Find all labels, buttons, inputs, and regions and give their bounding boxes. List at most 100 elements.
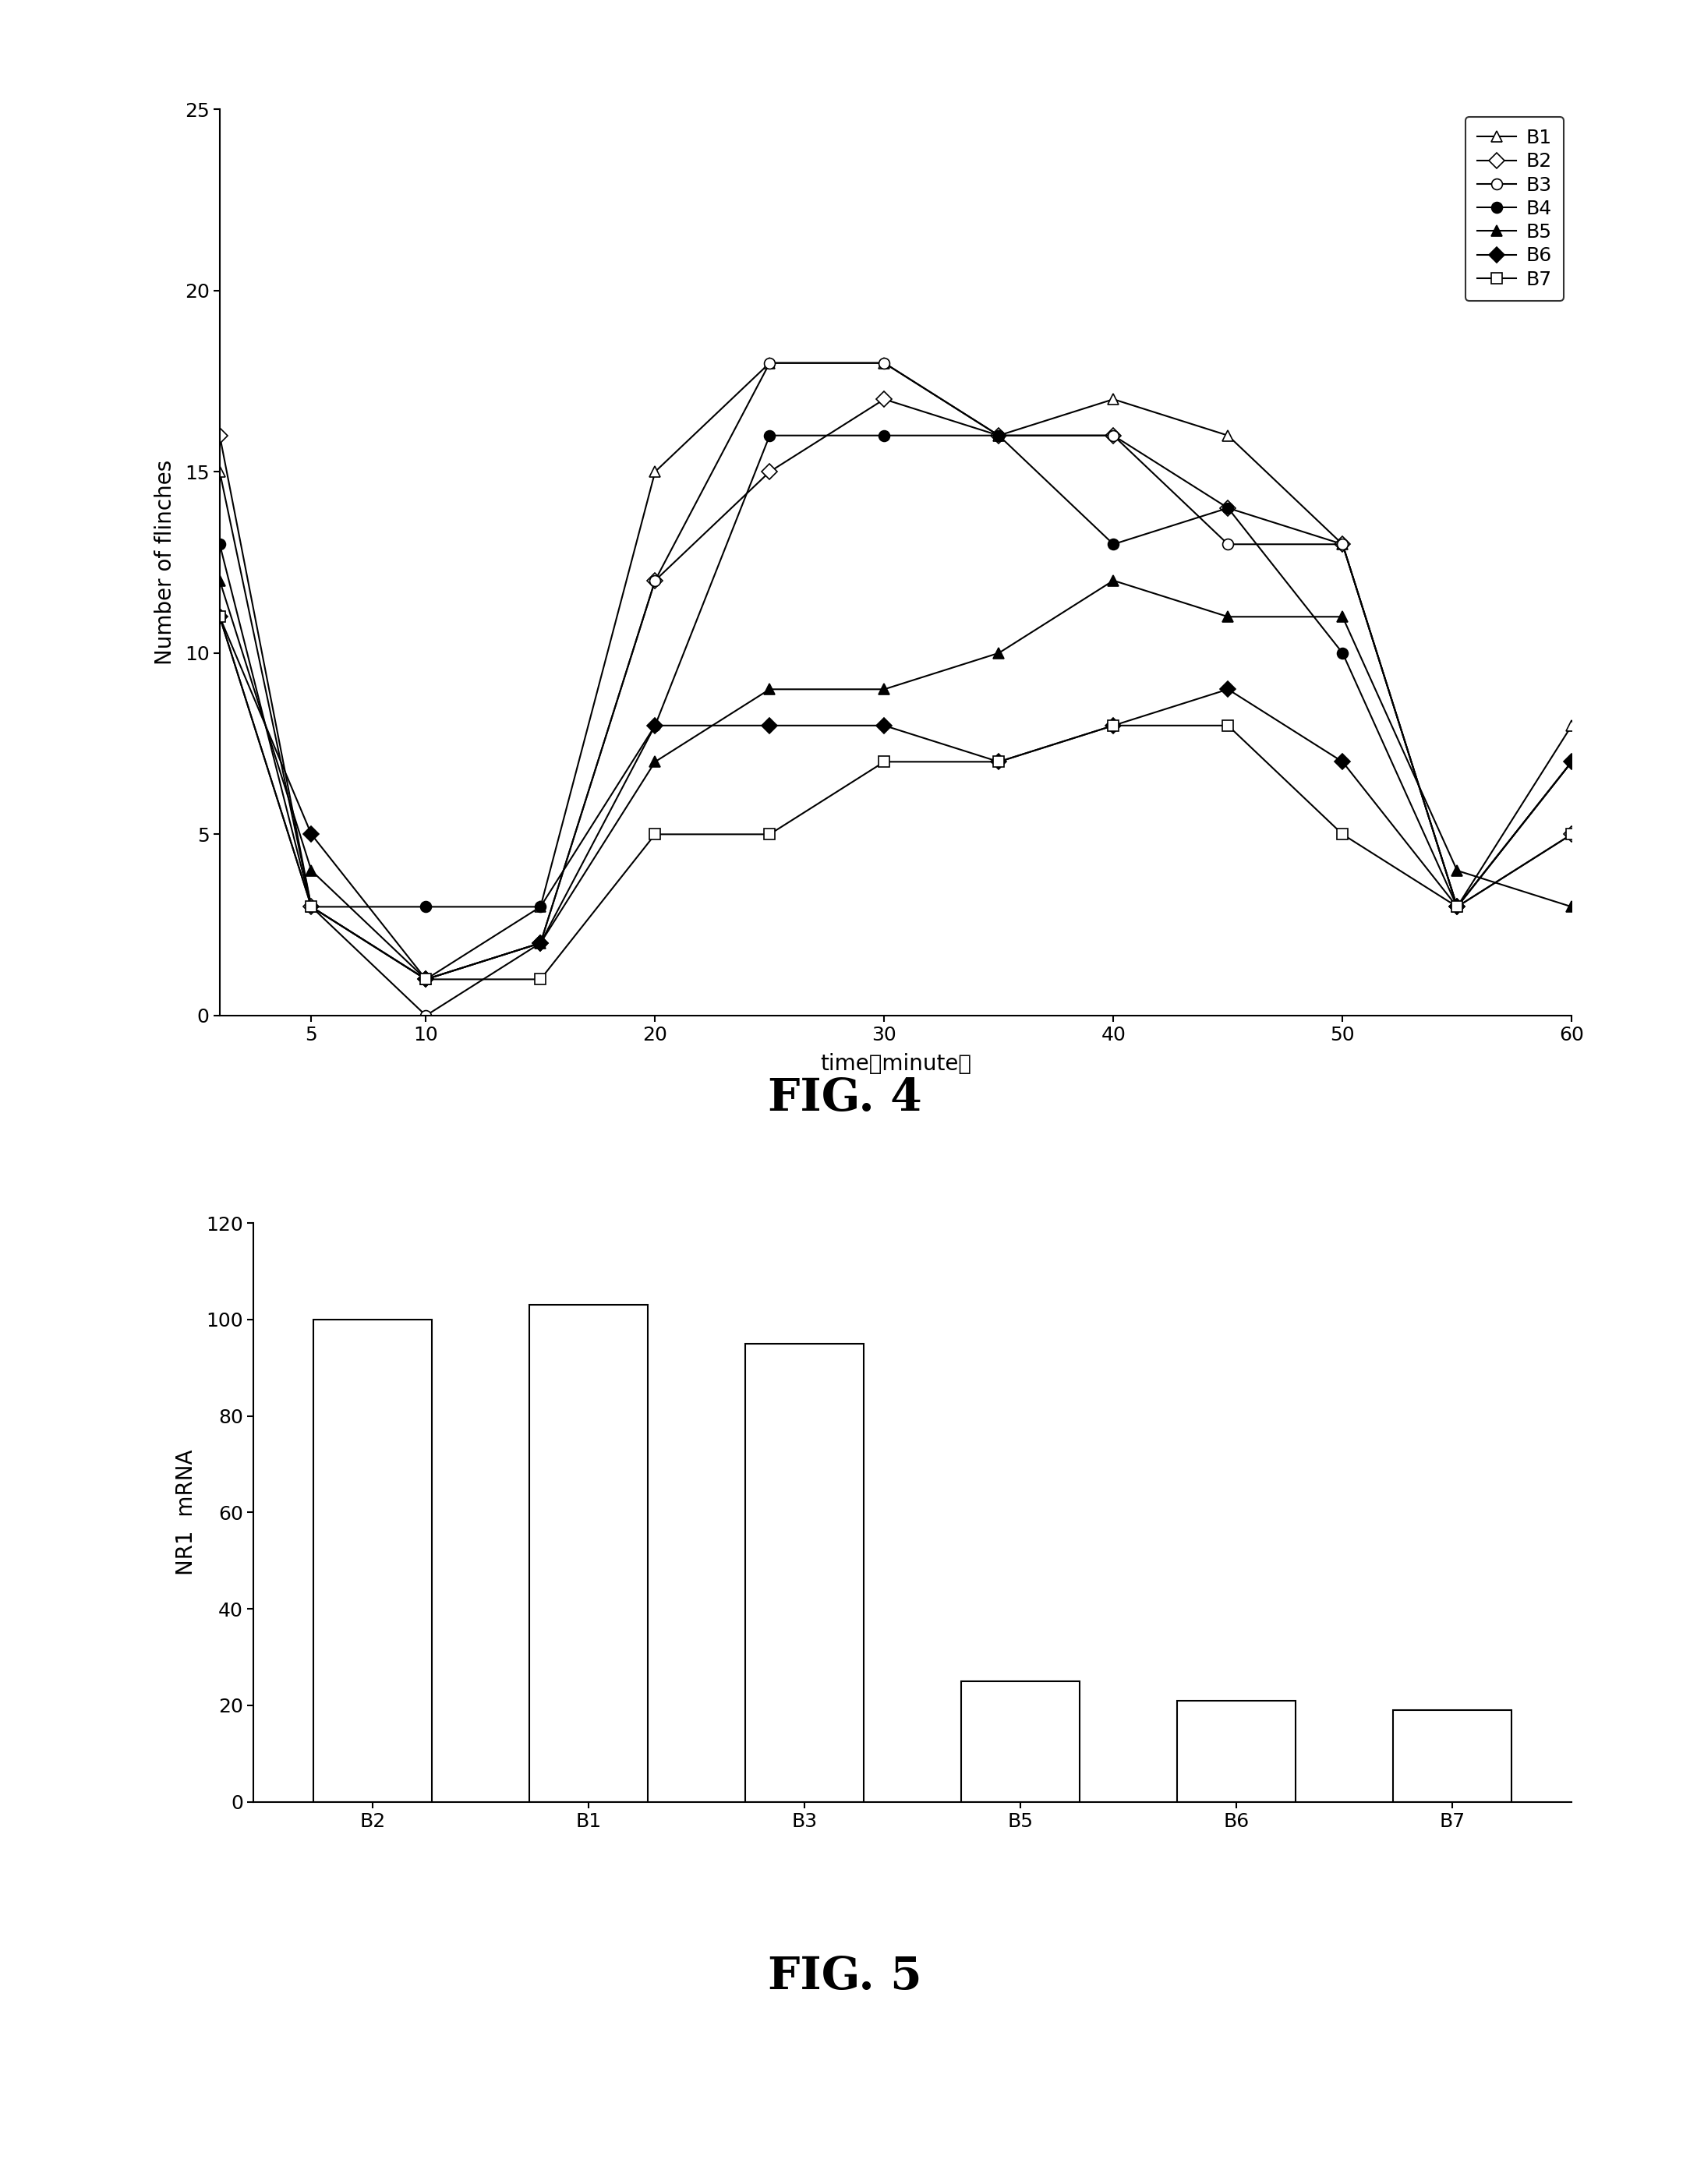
B7 xyxy=(1104,712,1124,738)
B3 xyxy=(531,930,551,957)
B6 xyxy=(874,712,894,738)
B4 xyxy=(874,422,894,448)
B3 xyxy=(646,568,666,594)
B7 xyxy=(759,821,779,847)
B6 xyxy=(759,712,779,738)
Line: B3: B3 xyxy=(215,358,1577,1020)
B5 xyxy=(1447,858,1467,885)
B4 xyxy=(1104,531,1124,557)
B6 xyxy=(416,965,436,992)
Y-axis label: NR1  mRNA: NR1 mRNA xyxy=(176,1450,198,1575)
B1 xyxy=(1332,531,1352,557)
B5 xyxy=(1562,893,1582,919)
B7 xyxy=(416,965,436,992)
Line: B6: B6 xyxy=(215,612,1577,985)
B3 xyxy=(1562,749,1582,775)
B4 xyxy=(1332,640,1352,666)
B3 xyxy=(1447,893,1467,919)
B5 xyxy=(989,640,1009,666)
B4 xyxy=(301,893,321,919)
B2 xyxy=(1562,821,1582,847)
Line: B2: B2 xyxy=(215,393,1577,985)
Bar xyxy=(745,1343,864,1802)
B4 xyxy=(1562,749,1582,775)
Bar xyxy=(313,1319,433,1802)
B2 xyxy=(1332,531,1352,557)
B7 xyxy=(874,749,894,775)
B1 xyxy=(646,459,666,485)
B7 xyxy=(210,603,230,629)
B5 xyxy=(416,965,436,992)
B2 xyxy=(874,387,894,413)
B3 xyxy=(416,1002,436,1029)
Text: FIG. 5: FIG. 5 xyxy=(767,1955,923,1998)
B3 xyxy=(1104,422,1124,448)
B6 xyxy=(989,749,1009,775)
B4 xyxy=(210,531,230,557)
B5 xyxy=(646,749,666,775)
B7 xyxy=(1562,821,1582,847)
Legend: B1, B2, B3, B4, B5, B6, B7: B1, B2, B3, B4, B5, B6, B7 xyxy=(1465,118,1563,301)
B7 xyxy=(646,821,666,847)
B6 xyxy=(1447,893,1467,919)
B1 xyxy=(301,893,321,919)
B4 xyxy=(1218,496,1239,522)
B2 xyxy=(646,568,666,594)
B5 xyxy=(1332,603,1352,629)
B7 xyxy=(989,749,1009,775)
B6 xyxy=(1104,712,1124,738)
Line: B5: B5 xyxy=(215,574,1577,985)
B3 xyxy=(759,349,779,376)
B4 xyxy=(531,893,551,919)
B2 xyxy=(989,422,1009,448)
B2 xyxy=(210,422,230,448)
B1 xyxy=(1104,387,1124,413)
B2 xyxy=(1104,422,1124,448)
B2 xyxy=(1218,496,1239,522)
B2 xyxy=(1447,893,1467,919)
B6 xyxy=(646,712,666,738)
B7 xyxy=(1332,821,1352,847)
B2 xyxy=(531,930,551,957)
B7 xyxy=(1447,893,1467,919)
B1 xyxy=(989,422,1009,448)
B6 xyxy=(1562,749,1582,775)
B6 xyxy=(531,930,551,957)
B4 xyxy=(416,893,436,919)
B4 xyxy=(759,422,779,448)
B1 xyxy=(416,965,436,992)
B5 xyxy=(874,677,894,703)
X-axis label: time（minute）: time（minute） xyxy=(820,1053,972,1075)
B5 xyxy=(531,930,551,957)
B2 xyxy=(301,893,321,919)
B7 xyxy=(531,965,551,992)
B5 xyxy=(1104,568,1124,594)
Bar xyxy=(1178,1701,1296,1802)
B6 xyxy=(1332,749,1352,775)
Line: B4: B4 xyxy=(215,430,1577,913)
B1 xyxy=(1562,712,1582,738)
B5 xyxy=(210,568,230,594)
B2 xyxy=(759,459,779,485)
B3 xyxy=(301,893,321,919)
B3 xyxy=(1332,531,1352,557)
B2 xyxy=(416,965,436,992)
B7 xyxy=(301,893,321,919)
Bar xyxy=(1393,1710,1513,1802)
B5 xyxy=(301,858,321,885)
Line: B1: B1 xyxy=(215,358,1577,985)
B1 xyxy=(531,893,551,919)
B3 xyxy=(210,603,230,629)
B4 xyxy=(989,422,1009,448)
B6 xyxy=(1218,677,1239,703)
B3 xyxy=(874,349,894,376)
Bar xyxy=(962,1682,1080,1802)
B1 xyxy=(210,459,230,485)
B6 xyxy=(210,603,230,629)
B5 xyxy=(1218,603,1239,629)
B1 xyxy=(1218,422,1239,448)
Bar xyxy=(529,1306,647,1802)
B1 xyxy=(1447,893,1467,919)
B6 xyxy=(301,821,321,847)
B7 xyxy=(1218,712,1239,738)
